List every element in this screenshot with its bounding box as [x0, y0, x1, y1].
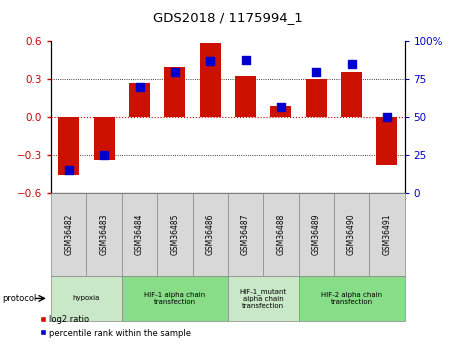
- Bar: [122, 193, 157, 276]
- Bar: [228, 276, 299, 321]
- Text: HIF-1_mutant
alpha chain
transfection: HIF-1_mutant alpha chain transfection: [239, 288, 287, 309]
- Bar: [270, 106, 292, 117]
- Text: GSM36486: GSM36486: [206, 214, 215, 255]
- Bar: [228, 193, 263, 276]
- Text: GSM36488: GSM36488: [276, 214, 286, 255]
- Text: protocol: protocol: [2, 294, 37, 303]
- Text: GSM36490: GSM36490: [347, 214, 356, 255]
- Point: [242, 57, 249, 62]
- Point: [65, 168, 73, 173]
- Text: hypoxia: hypoxia: [73, 295, 100, 302]
- Point: [206, 58, 214, 64]
- Text: GSM36485: GSM36485: [170, 214, 179, 255]
- Text: GSM36489: GSM36489: [312, 214, 321, 255]
- Point: [171, 69, 179, 75]
- Bar: [51, 276, 122, 321]
- Bar: [86, 193, 122, 276]
- Bar: [58, 117, 80, 176]
- Bar: [93, 117, 115, 160]
- Point: [312, 69, 320, 75]
- Point: [277, 104, 285, 109]
- Bar: [299, 276, 405, 321]
- Text: GDS2018 / 1175994_1: GDS2018 / 1175994_1: [153, 11, 303, 24]
- Text: GSM36482: GSM36482: [64, 214, 73, 255]
- Text: GSM36491: GSM36491: [382, 214, 392, 255]
- Bar: [341, 72, 362, 117]
- Bar: [164, 67, 186, 117]
- Bar: [193, 193, 228, 276]
- Text: GSM36487: GSM36487: [241, 214, 250, 255]
- Bar: [122, 276, 228, 321]
- Text: GSM36483: GSM36483: [100, 214, 109, 255]
- Bar: [235, 76, 256, 117]
- Bar: [334, 193, 369, 276]
- Bar: [199, 43, 221, 117]
- Point: [100, 152, 108, 158]
- Bar: [306, 79, 327, 117]
- Bar: [263, 193, 299, 276]
- Bar: [299, 193, 334, 276]
- Bar: [376, 117, 398, 165]
- Legend: log2 ratio, percentile rank within the sample: log2 ratio, percentile rank within the s…: [37, 312, 194, 341]
- Point: [348, 61, 355, 67]
- Text: HIF-2 alpha chain
transfection: HIF-2 alpha chain transfection: [321, 292, 382, 305]
- Bar: [369, 193, 405, 276]
- Text: HIF-1 alpha chain
transfection: HIF-1 alpha chain transfection: [144, 292, 206, 305]
- Bar: [51, 193, 86, 276]
- Point: [136, 84, 143, 90]
- Text: GSM36484: GSM36484: [135, 214, 144, 255]
- Bar: [129, 83, 150, 117]
- Bar: [157, 193, 193, 276]
- Point: [383, 115, 391, 120]
